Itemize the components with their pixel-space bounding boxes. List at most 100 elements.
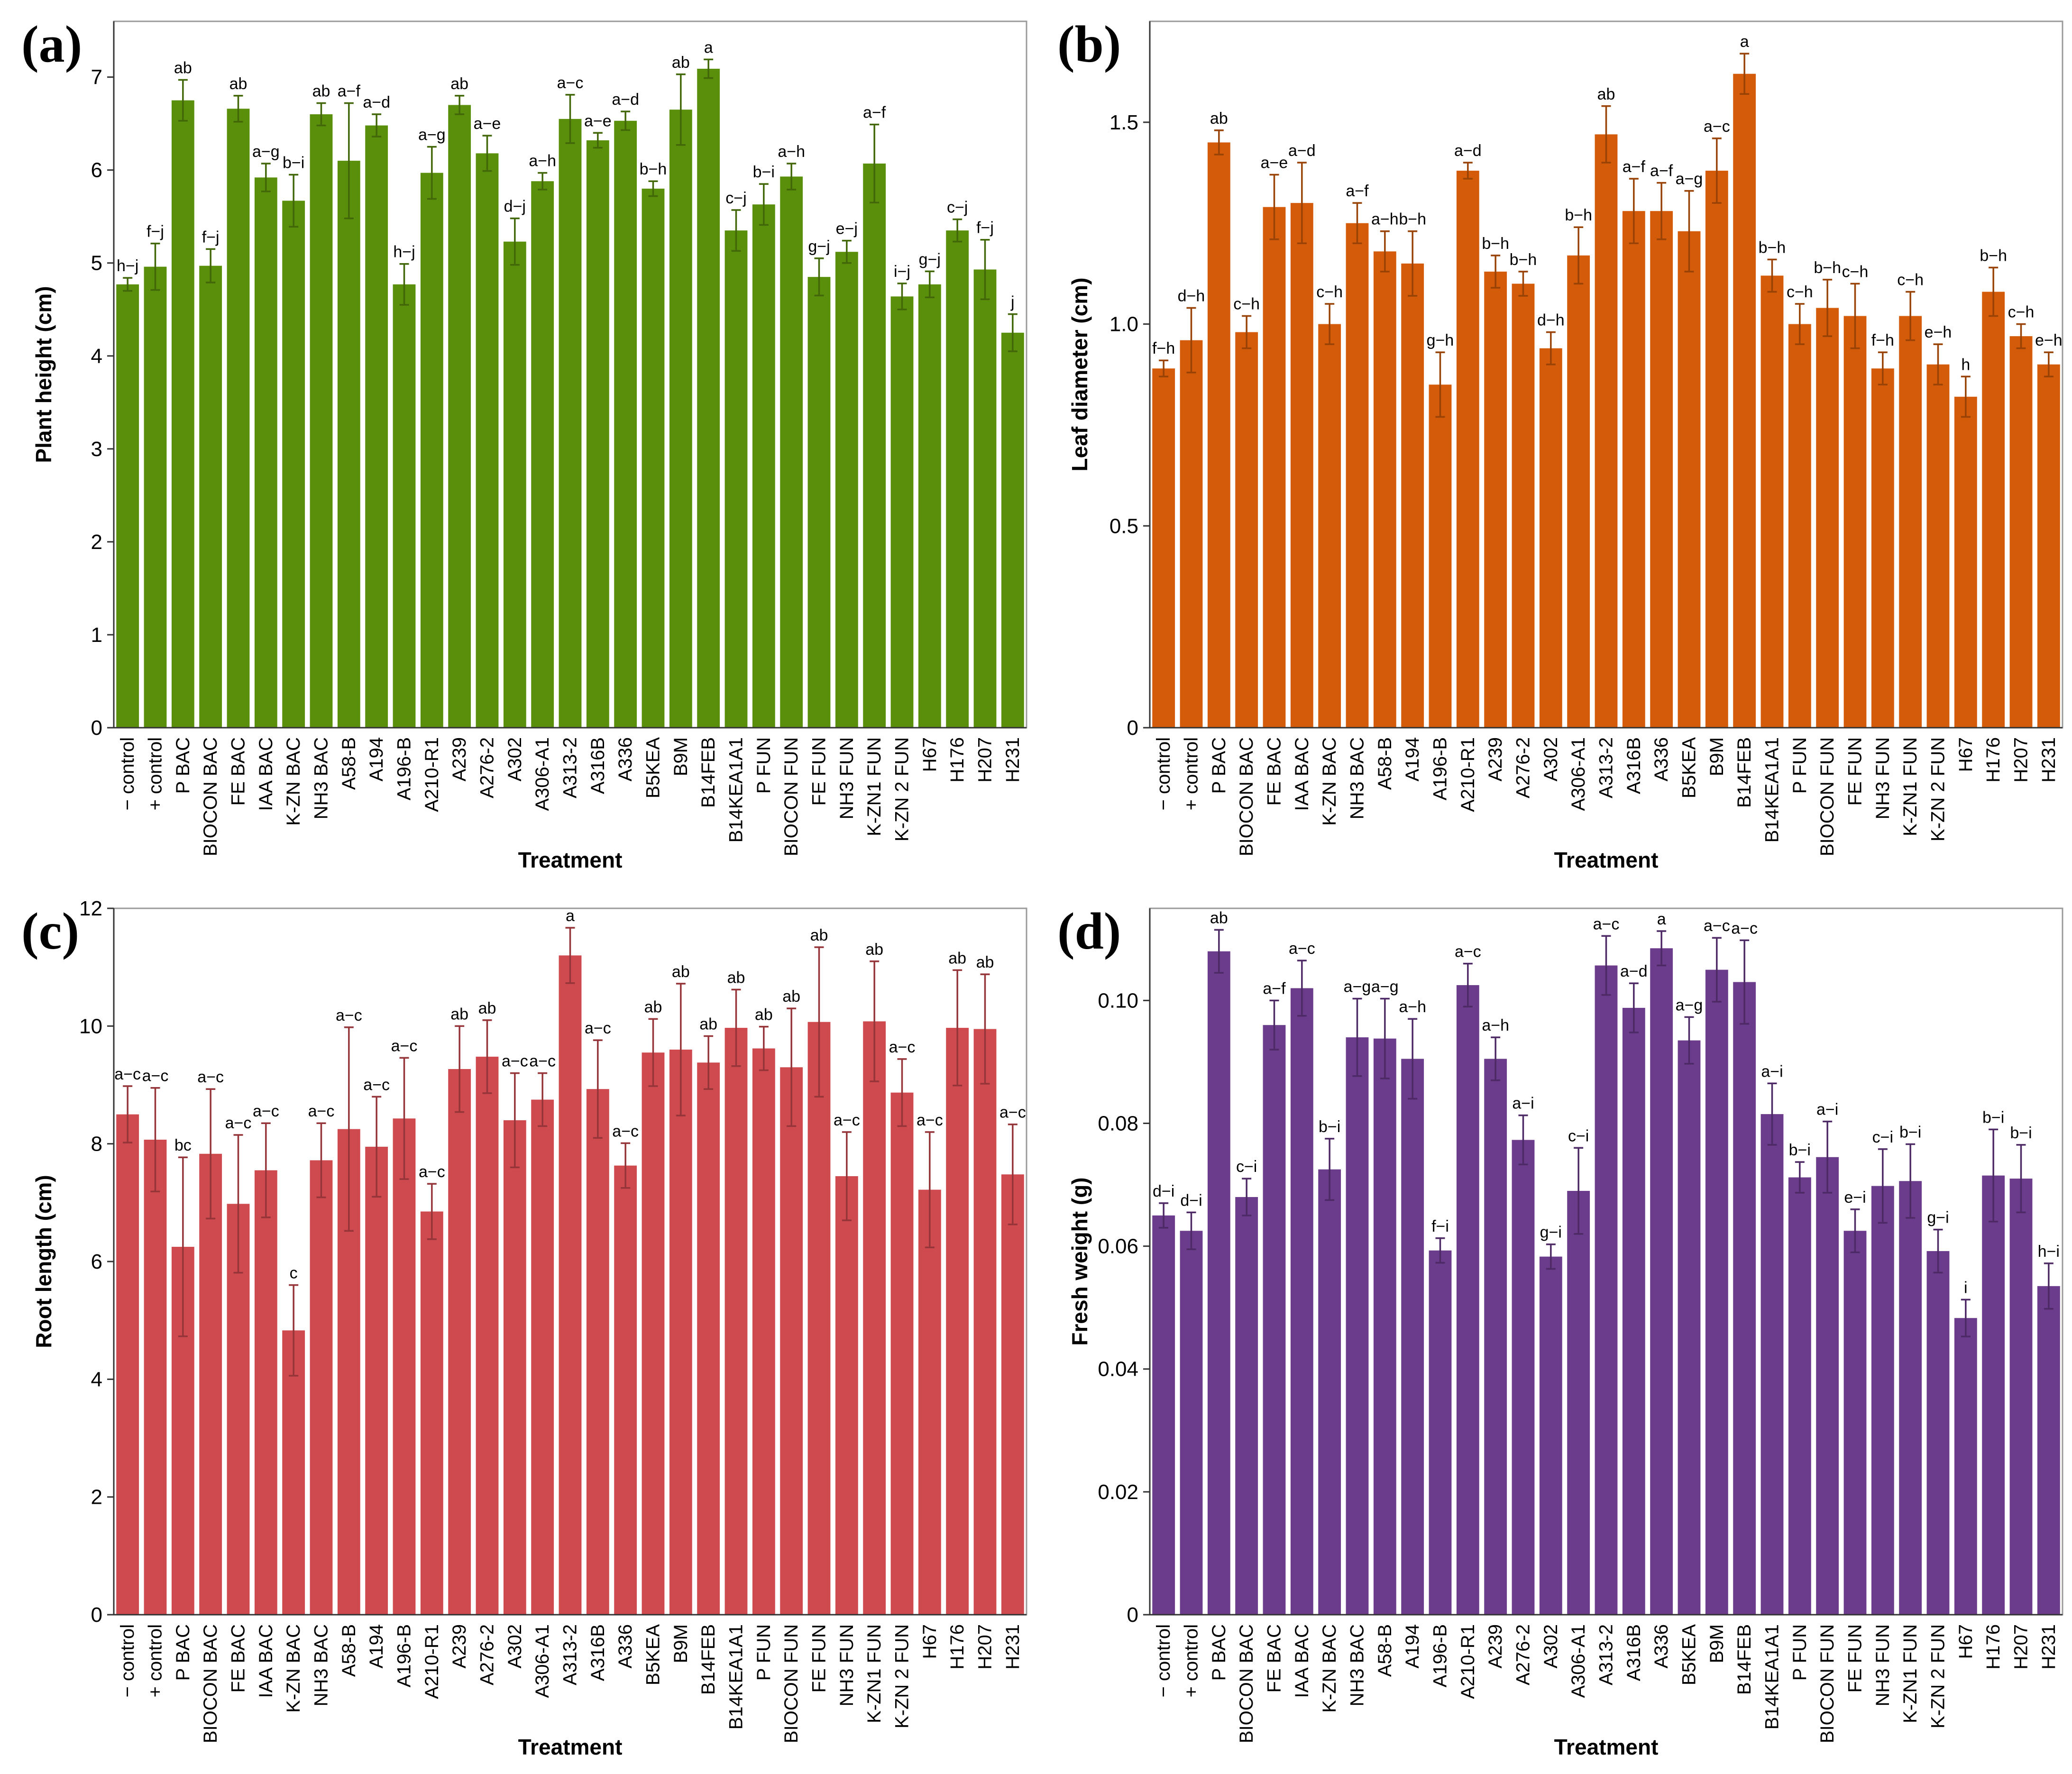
x-tick-label: A239	[449, 737, 470, 781]
significance-letter: a−c	[612, 1122, 639, 1140]
significance-letter: a−c	[889, 1038, 916, 1056]
panel-b-label: (b)	[1057, 15, 1121, 73]
significance-letter: e−j	[836, 220, 858, 238]
x-tick-label: P BAC	[1209, 737, 1229, 794]
bar	[1401, 1059, 1424, 1615]
x-tick-label: B9M	[670, 1624, 691, 1663]
y-tick-label: 2	[91, 1486, 102, 1509]
bar	[1678, 1040, 1701, 1615]
significance-letter: ab	[699, 1015, 717, 1033]
bar	[1001, 332, 1024, 728]
x-tick-label: NH3 BAC	[311, 737, 332, 819]
significance-letter: a−g	[1676, 996, 1703, 1014]
x-tick-label: B14KEA1A1	[726, 1624, 747, 1729]
significance-letter: c	[290, 1264, 298, 1282]
bar	[1733, 73, 1756, 728]
bar	[1235, 332, 1258, 728]
x-tick-label: K-ZN 2 FUN	[892, 1624, 913, 1728]
bar	[1290, 203, 1313, 728]
x-tick-label: A239	[1485, 1624, 1506, 1668]
x-tick-label: H67	[1955, 1624, 1976, 1659]
x-tick-label: A210-R1	[1458, 1624, 1478, 1699]
bar	[614, 1165, 637, 1615]
x-tick-label: NH3 BAC	[1347, 1624, 1368, 1706]
x-axis-title: Treatment	[518, 848, 623, 872]
x-tick-label: A194	[366, 737, 387, 781]
x-tick-label: H207	[975, 1624, 996, 1670]
x-tick-label: H231	[2038, 737, 2059, 783]
x-tick-label: H207	[2011, 1624, 2032, 1670]
bar	[1982, 1175, 2005, 1615]
significance-letter: a−f	[1623, 158, 1646, 176]
y-tick-label: 2	[91, 530, 102, 554]
y-tick-label: 1.5	[1109, 111, 1138, 134]
x-tick-label: A316B	[587, 1624, 608, 1681]
bar	[1678, 231, 1701, 728]
x-tick-label: + control	[1181, 1624, 1202, 1698]
x-tick-label: H231	[2038, 1624, 2059, 1670]
significance-letter: a−c	[419, 1163, 445, 1181]
bar	[1650, 211, 1673, 728]
x-tick-label: A196-B	[1430, 737, 1451, 800]
bar	[1982, 292, 2005, 728]
significance-letter: ab	[174, 59, 192, 77]
x-tick-label: B9M	[670, 737, 691, 776]
x-tick-label: IAA BAC	[256, 737, 276, 811]
bar	[1263, 1025, 1286, 1615]
x-tick-label: IAA BAC	[1292, 1624, 1312, 1698]
significance-letter: ab	[478, 999, 496, 1017]
bar	[448, 105, 471, 728]
x-tick-label: − control	[1153, 737, 1174, 811]
significance-letter: b−h	[1565, 206, 1592, 224]
bar	[586, 1089, 609, 1615]
bar	[393, 284, 416, 728]
bar	[973, 1029, 997, 1615]
y-axis-title: Leaf diameter (cm)	[1067, 277, 1092, 471]
significance-letter: a	[1740, 33, 1749, 51]
bar	[1180, 340, 1203, 728]
significance-letter: a	[566, 907, 575, 925]
bar	[697, 1062, 720, 1615]
bar	[669, 110, 692, 728]
x-tick-label: NH3 BAC	[1347, 737, 1368, 819]
x-tick-label: B14FEB	[698, 737, 719, 808]
x-tick-label: A276-2	[1513, 737, 1534, 798]
x-axis-title: Treatment	[518, 1735, 623, 1759]
bar	[1622, 1007, 1645, 1615]
bar	[1290, 988, 1313, 1615]
significance-letter: h−j	[117, 257, 138, 275]
x-tick-label: A210-R1	[422, 1624, 442, 1699]
x-tick-label: BIOCON FUN	[781, 737, 802, 856]
x-tick-label: − control	[117, 1624, 138, 1698]
x-tick-label: A336	[615, 1624, 636, 1668]
x-tick-label: H67	[1955, 737, 1976, 772]
significance-letter: f−h	[1871, 331, 1894, 349]
bar	[2009, 336, 2033, 728]
significance-letter: a−c	[391, 1037, 418, 1055]
bar	[1346, 1037, 1369, 1615]
significance-letter: a−h	[529, 152, 556, 170]
significance-letter: e−h	[1925, 323, 1952, 341]
bar	[586, 140, 609, 728]
significance-letter: h−j	[393, 243, 415, 261]
bar	[1595, 134, 1618, 728]
bar	[835, 1176, 858, 1615]
bar	[171, 100, 194, 728]
x-tick-label: A210-R1	[422, 737, 442, 812]
bar	[890, 1092, 914, 1615]
bar	[476, 1056, 499, 1615]
panel-a-label: (a)	[21, 15, 83, 73]
y-tick-label: 10	[79, 1015, 102, 1038]
bar	[503, 1120, 526, 1615]
x-tick-label: P FUN	[753, 1624, 774, 1681]
x-tick-label: A276-2	[1513, 1624, 1534, 1685]
bar	[144, 266, 167, 728]
bar	[1235, 1197, 1258, 1615]
bar	[863, 163, 886, 728]
x-tick-label: H176	[1983, 737, 2004, 783]
significance-letter: j	[1010, 293, 1015, 311]
significance-letter: a−g	[1676, 170, 1703, 188]
x-tick-label: A313-2	[560, 737, 581, 798]
significance-letter: ab	[672, 54, 690, 72]
significance-letter: a−c	[1704, 917, 1730, 935]
